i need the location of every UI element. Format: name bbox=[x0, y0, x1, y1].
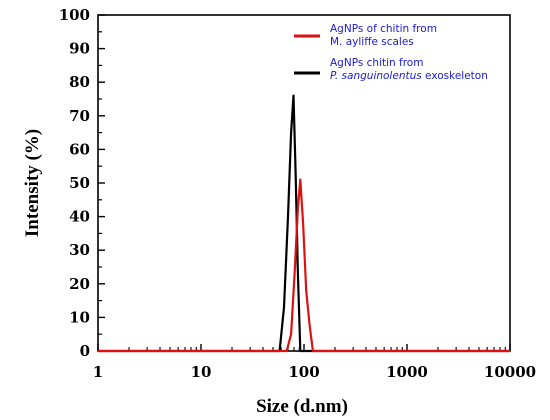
legend-label-chitin-ayliffe-line1: AgNPs of chitin from bbox=[330, 23, 437, 35]
x-tick-label-100: 100 bbox=[288, 363, 319, 381]
y-tick-label-90: 90 bbox=[69, 40, 90, 58]
legend-label-italic-species: P. sanguinolentus bbox=[330, 70, 422, 82]
legend-label-chitin-ayliffe-line2: M. ayliffe scales bbox=[330, 36, 414, 48]
y-tick-label-80: 80 bbox=[69, 73, 90, 91]
x-tick-label-1000: 1000 bbox=[386, 363, 428, 381]
x-axis-title: Size (d.nm) bbox=[256, 396, 348, 417]
y-tick-label-20: 20 bbox=[69, 275, 90, 293]
x-tick-label-10000: 10000 bbox=[484, 363, 536, 381]
y-tick-label-60: 60 bbox=[69, 140, 90, 158]
x-tick-label-10: 10 bbox=[191, 363, 212, 381]
y-tick-label-100: 100 bbox=[59, 6, 90, 24]
y-tick-label-70: 70 bbox=[69, 107, 90, 125]
legend-label-chitin-sanguinolentus-line1: AgNPs chitin from bbox=[330, 57, 423, 69]
legend-label-suffix: exoskeleton bbox=[422, 70, 488, 82]
series-layer bbox=[98, 94, 510, 353]
y-tick-label-10: 10 bbox=[69, 308, 90, 326]
y-tick-label-40: 40 bbox=[69, 208, 90, 226]
y-tick-label-0: 0 bbox=[80, 342, 90, 360]
series-line-chitin-ayliffe bbox=[98, 178, 510, 353]
y-tick-label-30: 30 bbox=[69, 241, 90, 259]
y-axis-title: Intensity (%) bbox=[22, 129, 43, 237]
x-tick-label-1: 1 bbox=[93, 363, 103, 381]
y-tick-label-50: 50 bbox=[69, 174, 90, 192]
legend: AgNPs of chitin from M. ayliffe scales A… bbox=[294, 23, 488, 82]
plot-frame bbox=[97, 14, 511, 352]
series-line-chitin-sanguinolentus bbox=[98, 94, 510, 353]
legend-label-chitin-sanguinolentus-line2: P. sanguinolentus exoskeleton bbox=[330, 70, 488, 82]
